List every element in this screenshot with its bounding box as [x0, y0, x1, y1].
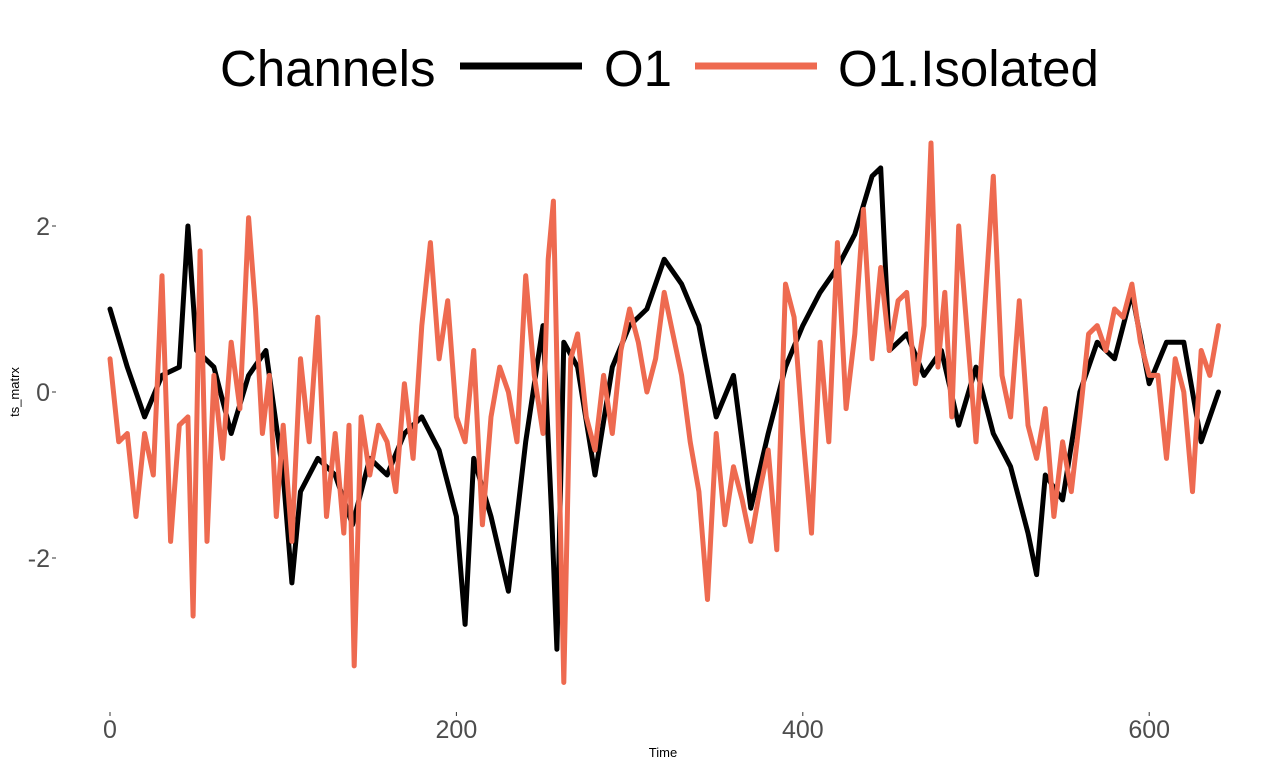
- plot-area: [107, 140, 1221, 685]
- y-axis: -2 0 2: [28, 213, 56, 573]
- x-tick-label: 400: [782, 716, 824, 744]
- legend: Channels O1 O1.Isolated: [220, 40, 1099, 97]
- legend-title: Channels: [220, 40, 435, 97]
- y-tick-label: 2: [36, 213, 50, 241]
- series-line-o1-isolated: [107, 140, 1221, 685]
- y-axis-title: ts_matrx: [7, 367, 22, 417]
- x-axis-title: Time: [649, 745, 677, 760]
- x-tick-label: 0: [103, 716, 117, 744]
- y-tick-label: 0: [36, 379, 50, 407]
- x-tick-label: 200: [436, 716, 478, 744]
- x-axis: 0 200 400 600: [103, 712, 1170, 744]
- x-tick-label: 600: [1128, 716, 1170, 744]
- series-line-o1: [107, 165, 1221, 652]
- legend-label-o1-isolated: O1.Isolated: [838, 40, 1099, 97]
- legend-label-o1: O1: [604, 40, 672, 97]
- y-tick-label: -2: [28, 545, 50, 573]
